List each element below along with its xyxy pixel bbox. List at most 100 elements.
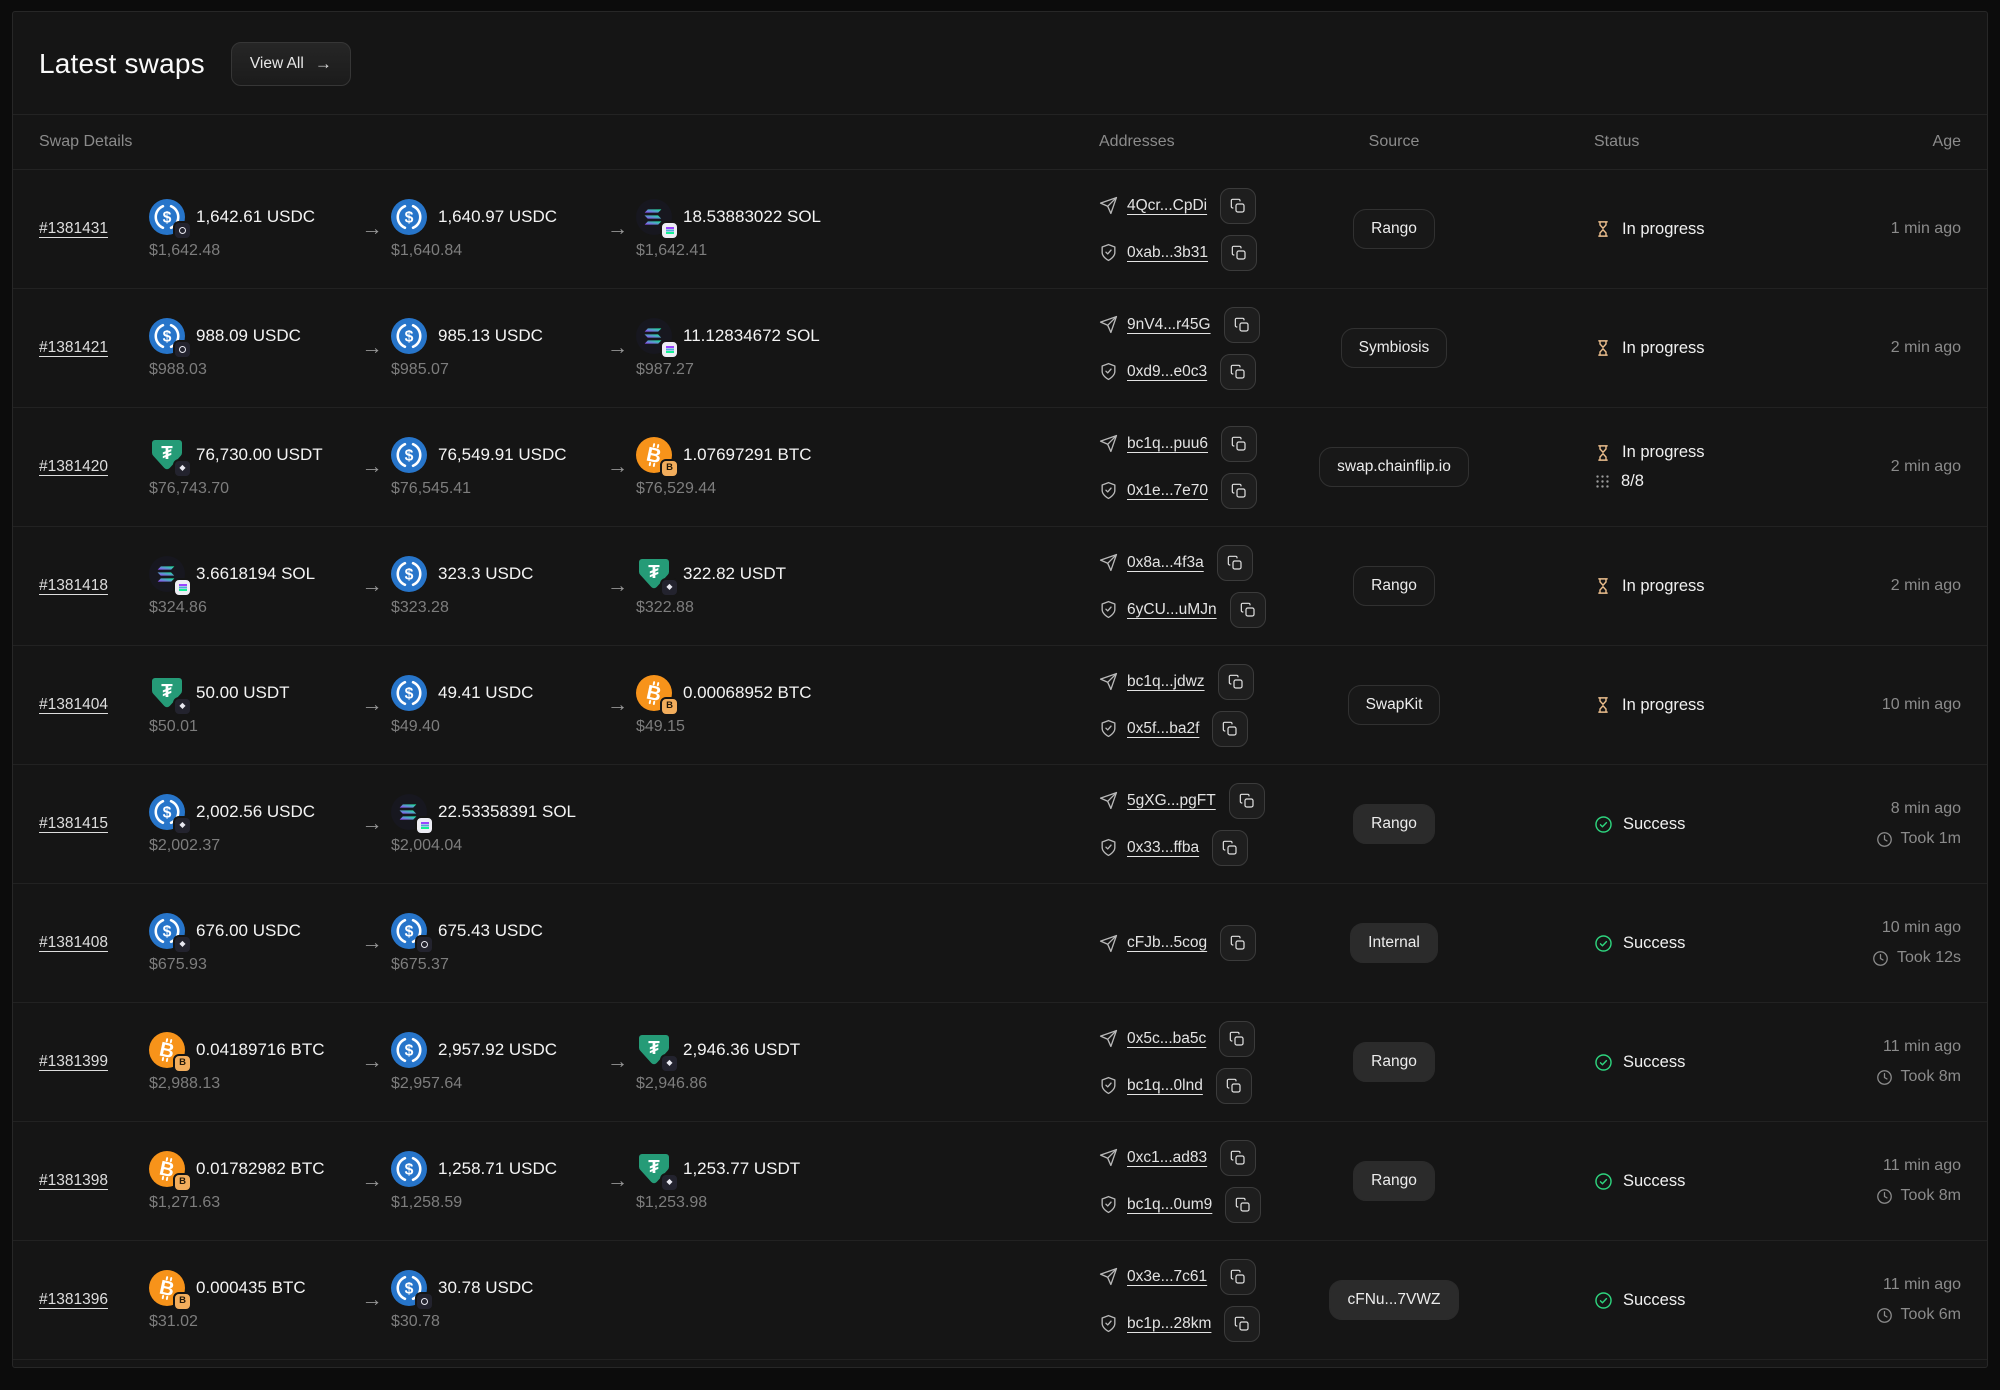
address-link[interactable]: 0x8a...4f3a [1127,553,1204,571]
copy-address-button[interactable] [1225,1186,1262,1223]
swap-table-row: #1381415 $ ◆ 2,002.56 USDC $2,002.37 → 22.5335… [13,765,1987,884]
token-amount-line: $1,640.97 USDC [391,198,599,235]
token-via: $323.3 USDC $323.28 [391,555,599,617]
copy-address-button[interactable] [1220,353,1257,390]
address-link[interactable]: 0x5f...ba2f [1127,719,1200,737]
address-link[interactable]: 0xc1...ad83 [1127,1148,1208,1166]
swap-id-link[interactable]: #1381431 [39,220,108,237]
address-link[interactable]: cFJb...5cog [1127,934,1208,951]
hourglass-icon [1594,220,1612,238]
token-amount: 1.07697291 BTC [683,444,812,464]
swap-id-link[interactable]: #1381398 [39,1172,108,1189]
arrow-right-icon: → [314,54,332,73]
address-list: 4Qcr...CpDi 0xab...3b31 [1099,187,1279,271]
token-amount-line: $675.43 USDC [391,912,599,954]
swap-id-link[interactable]: #1381399 [39,1053,108,1070]
address-link[interactable]: 0xab...3b31 [1127,243,1209,261]
addresses-cell: bc1q...puu6 0x1e...7e70 [1099,425,1279,509]
copy-address-button[interactable] [1229,591,1266,628]
address-link[interactable]: 4Qcr...CpDi [1127,196,1208,214]
address-link[interactable]: 0x33...ffba [1127,838,1200,856]
copy-address-button[interactable] [1221,472,1258,509]
address-row: 9nV4...r45G [1099,306,1279,343]
source-badge: Rango [1353,1161,1435,1201]
duration-text: Took 12s [1896,949,1961,966]
address-link[interactable]: bc1q...jdwz [1127,672,1205,690]
arrow-right-icon: → [607,455,628,478]
copy-address-button[interactable] [1223,306,1260,343]
swap-route: B B 0.000435 BTC $31.02 → $30.78 USDC $30.78 [149,1269,1099,1331]
copy-address-button[interactable] [1212,710,1249,747]
address-link[interactable]: 0x3e...7c61 [1127,1267,1208,1285]
token-usd-value: $675.37 [391,955,449,973]
address-row: bc1p...28km [1099,1305,1279,1342]
address-link[interactable]: 6yCU...uMJn [1127,600,1217,618]
hourglass-icon [1594,444,1612,462]
swap-id-link[interactable]: #1381408 [39,934,108,951]
address-row: 4Qcr...CpDi [1099,187,1279,224]
source-cell: Symbiosis [1279,328,1509,368]
source-badge: Rango [1353,566,1435,606]
swap-route: $1,642.61 USDC $1,642.48 → $1,640.97 USDC $1… [149,198,1099,260]
arrow-right-icon: → [361,1050,383,1073]
copy-address-button[interactable] [1221,234,1258,271]
copy-address-button[interactable] [1228,782,1265,819]
copy-address-button[interactable] [1224,1305,1261,1342]
svg-text:$: $ [405,447,414,464]
copy-address-button[interactable] [1220,1258,1257,1295]
copy-address-button[interactable] [1220,187,1257,224]
view-all-button[interactable]: View All → [230,42,351,86]
address-link[interactable]: 0x1e...7e70 [1127,481,1209,499]
copy-address-button[interactable] [1220,925,1257,961]
swap-id-link[interactable]: #1381415 [39,815,108,832]
token-via: $1,258.71 USDC $1,258.59 [391,1150,599,1212]
copy-address-button[interactable] [1219,1020,1256,1057]
copy-address-button[interactable] [1212,829,1249,866]
swap-id-link[interactable]: #1381396 [39,1291,108,1308]
clock-icon [1876,831,1893,848]
copy-address-button[interactable] [1216,544,1253,581]
age-text: 11 min ago [1883,1276,1961,1293]
token-usd-value: $1,640.84 [391,241,463,259]
chain-badge [415,1291,434,1311]
address-list: 0xc1...ad83 bc1q...0um9 [1099,1139,1279,1223]
copy-address-button[interactable] [1217,663,1254,700]
swap-id-link[interactable]: #1381418 [39,577,108,594]
copy-address-button[interactable] [1215,1067,1252,1104]
address-list: 0x5c...ba5c bc1q...0lnd [1099,1020,1279,1104]
swap-id-link[interactable]: #1381421 [39,339,108,356]
address-link[interactable]: bc1q...puu6 [1127,434,1209,452]
source-cell: cFNu...7VWZ [1279,1280,1509,1320]
age-text: 10 min ago [1881,696,1961,713]
age-cell: 11 min ago Took 8m [1739,1157,1961,1205]
address-list: cFJb...5cog [1099,925,1279,961]
copy-address-button[interactable] [1220,1139,1257,1176]
address-link[interactable]: bc1q...0um9 [1127,1195,1213,1213]
age-cell: 2 min ago [1739,577,1961,595]
address-link[interactable]: 9nV4...r45G [1127,315,1211,333]
token-amount: 322.82 USDT [683,563,786,583]
addresses-cell: 4Qcr...CpDi 0xab...3b31 [1099,187,1279,271]
address-link[interactable]: bc1p...28km [1127,1314,1212,1332]
token-usd-value: $322.88 [636,598,694,616]
copy-address-button[interactable] [1221,425,1258,462]
swap-id-link[interactable]: #1381404 [39,696,108,713]
token-amount-line: ₮ ◆ 322.82 USDT [636,556,1099,597]
address-link[interactable]: bc1q...0lnd [1127,1076,1203,1094]
address-link[interactable]: 0x5c...ba5c [1127,1029,1207,1047]
address-link[interactable]: 5gXG...pgFT [1127,791,1216,809]
token-amount-line: ₮ ◆ 2,946.36 USDT [636,1032,1099,1073]
sol-token-icon [391,793,434,835]
addresses-cell: 0x3e...7c61 bc1p...28km [1099,1258,1279,1342]
token-usd-value: $31.02 [149,1312,198,1330]
check-circle-icon [1594,934,1613,953]
arrow-right-icon: → [607,336,628,359]
arrow-right-icon: → [607,1169,628,1192]
column-header-source-label: Source [1368,133,1420,150]
token-amount-line: ₮ ◆ 76,730.00 USDT [149,437,353,478]
token-to: 18.53883022 SOL $1,642.41 [636,198,1099,260]
swap-id-link[interactable]: #1381420 [39,458,108,475]
address-link[interactable]: 0xd9...e0c3 [1127,362,1208,380]
swap-id-cell: #1381399 [39,1053,149,1071]
source-badge: Rango [1353,209,1435,249]
